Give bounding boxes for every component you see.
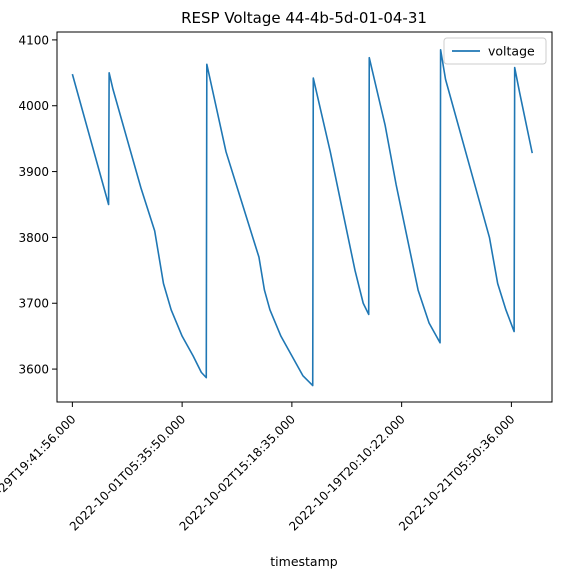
- x-tick-label: 2022-09-29T19:41:56.000: [0, 412, 78, 533]
- chart-title: RESP Voltage 44-4b-5d-01-04-31: [181, 9, 427, 27]
- x-axis-label: timestamp: [270, 554, 337, 569]
- y-tick-label: 4100: [18, 33, 49, 47]
- y-tick-label: 3900: [18, 165, 49, 179]
- y-tick-label: 4000: [18, 99, 49, 113]
- legend-box: [443, 37, 547, 65]
- y-tick-label: 3700: [18, 297, 49, 311]
- x-tick-label: 2022-10-01T05:35:50.000: [67, 412, 188, 533]
- y-tick-label: 3800: [18, 231, 49, 245]
- x-tick-label: 2022-10-19T20:10:22.000: [286, 412, 407, 533]
- y-tick-label: 3600: [18, 363, 49, 377]
- x-axis: 2022-09-29T19:41:56.0002022-10-01T05:35:…: [0, 402, 518, 534]
- series-layer: [71, 48, 534, 387]
- y-axis: 3600 3700 3800 3900 4000 4100: [18, 33, 57, 377]
- legend: voltage: [443, 37, 547, 65]
- plot-area: [56, 31, 553, 403]
- x-tick-label: 2022-10-21T05:50:36.000: [396, 412, 517, 533]
- legend-entry-label: voltage: [488, 44, 535, 59]
- series-line-voltage: [71, 48, 534, 387]
- x-tick-label: 2022-10-02T15:18:35.000: [177, 412, 298, 533]
